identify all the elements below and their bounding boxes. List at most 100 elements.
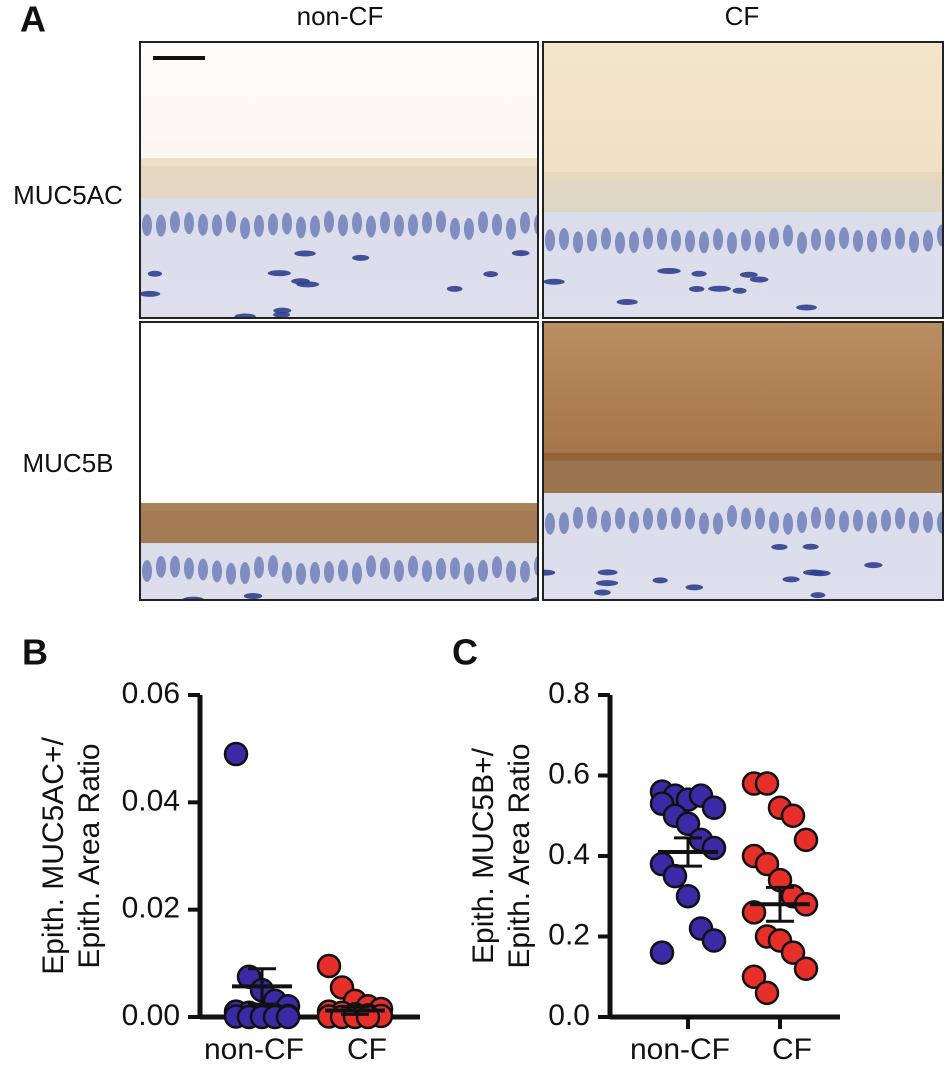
- nucleus: [881, 228, 891, 251]
- nucleus: [643, 227, 653, 250]
- nucleus: [629, 511, 639, 534]
- nucleus: [783, 512, 793, 535]
- nucleus: [492, 213, 502, 236]
- stromal-nucleus: [657, 267, 681, 274]
- nucleus: [296, 216, 306, 239]
- nucleus: [825, 507, 835, 530]
- x-tick-label: CF: [772, 1033, 812, 1065]
- nucleus: [156, 555, 166, 578]
- stromal-nucleus: [340, 740, 363, 746]
- stromal-nucleus: [153, 664, 172, 670]
- data-point: [754, 851, 780, 877]
- nucleus: [324, 210, 334, 233]
- nucleus: [492, 556, 502, 579]
- stromal-nucleus: [694, 682, 714, 688]
- nucleus: [436, 210, 446, 233]
- nucleus: [867, 230, 877, 253]
- stromal-nucleus: [328, 716, 347, 722]
- nucleus: [338, 559, 348, 582]
- stromal-nucleus: [882, 642, 903, 648]
- stromal-nucleus: [853, 755, 875, 761]
- nucleus: [853, 509, 863, 532]
- stromal-nucleus: [352, 254, 370, 261]
- nucleus: [601, 227, 611, 250]
- stromal-nucleus: [796, 304, 817, 311]
- stromal-nucleus: [608, 685, 626, 691]
- stromal-nucleus: [685, 584, 704, 591]
- nucleus: [853, 230, 863, 253]
- stromal-nucleus: [926, 816, 943, 822]
- stromal-nucleus: [168, 717, 186, 723]
- nucleus: [755, 230, 765, 253]
- nucleus: [699, 512, 709, 535]
- nucleus: [506, 217, 516, 240]
- stromal-nucleus: [616, 298, 638, 305]
- apical-layer: [140, 503, 538, 544]
- nucleus: [170, 555, 180, 578]
- nucleus: [573, 506, 583, 529]
- nucleus: [170, 211, 180, 234]
- column-header: non-CF: [297, 1, 384, 31]
- nucleus: [226, 210, 236, 233]
- data-point: [675, 884, 701, 909]
- stromal-nucleus: [688, 286, 705, 293]
- nucleus: [923, 229, 933, 252]
- nucleus: [755, 507, 765, 530]
- nucleus: [366, 555, 376, 578]
- stromal-nucleus: [421, 682, 435, 688]
- data-point: [275, 1004, 301, 1030]
- data-point: [793, 827, 819, 853]
- nucleus: [909, 231, 919, 254]
- nucleus: [296, 562, 306, 585]
- nucleus: [895, 227, 905, 250]
- nucleus: [713, 228, 723, 251]
- data-point: [316, 953, 342, 979]
- nucleus: [713, 512, 723, 535]
- stromal-nucleus: [421, 622, 440, 628]
- nucleus: [797, 231, 807, 254]
- nucleus: [520, 211, 530, 234]
- data-point: [780, 803, 806, 828]
- stromal-nucleus: [771, 543, 788, 550]
- nucleus: [226, 562, 236, 585]
- stromal-nucleus: [139, 644, 156, 650]
- nucleus: [338, 214, 348, 237]
- stromal-nucleus: [227, 660, 250, 666]
- panel-label: A: [20, 0, 46, 40]
- nucleus: [545, 229, 555, 252]
- nucleus: [559, 512, 569, 535]
- stromal-nucleus: [821, 739, 845, 745]
- y-tick-label: 0.4: [548, 838, 590, 871]
- nucleus: [811, 228, 821, 251]
- stromal-nucleus: [732, 287, 747, 294]
- data-point: [701, 795, 727, 820]
- stromal-nucleus: [810, 592, 826, 599]
- stromal-nucleus: [170, 731, 184, 737]
- nucleus: [394, 214, 404, 237]
- stromal-nucleus: [691, 270, 707, 277]
- stromal-nucleus: [635, 610, 651, 616]
- nucleus: [839, 510, 849, 533]
- stromal-nucleus: [708, 285, 731, 292]
- y-tick-label: 0.06: [122, 677, 180, 710]
- nucleus: [573, 231, 583, 254]
- nucleus: [366, 215, 376, 238]
- nucleus: [184, 557, 194, 580]
- data-point: [754, 771, 780, 796]
- y-axis-title: Epith. MUC5B+/: [467, 747, 500, 964]
- nucleus: [142, 559, 152, 582]
- stromal-nucleus: [329, 710, 345, 716]
- nucleus: [478, 559, 488, 582]
- stromal-nucleus: [140, 290, 161, 297]
- stromal-nucleus: [398, 789, 412, 795]
- nucleus: [601, 510, 611, 533]
- stromal-nucleus: [293, 680, 315, 686]
- nucleus: [324, 561, 334, 584]
- x-tick-label: CF: [347, 1033, 387, 1065]
- nucleus: [769, 511, 779, 534]
- stromal-nucleus: [483, 271, 499, 278]
- nucleus: [783, 224, 793, 247]
- nucleus: [240, 562, 250, 585]
- stromal-nucleus: [222, 677, 240, 683]
